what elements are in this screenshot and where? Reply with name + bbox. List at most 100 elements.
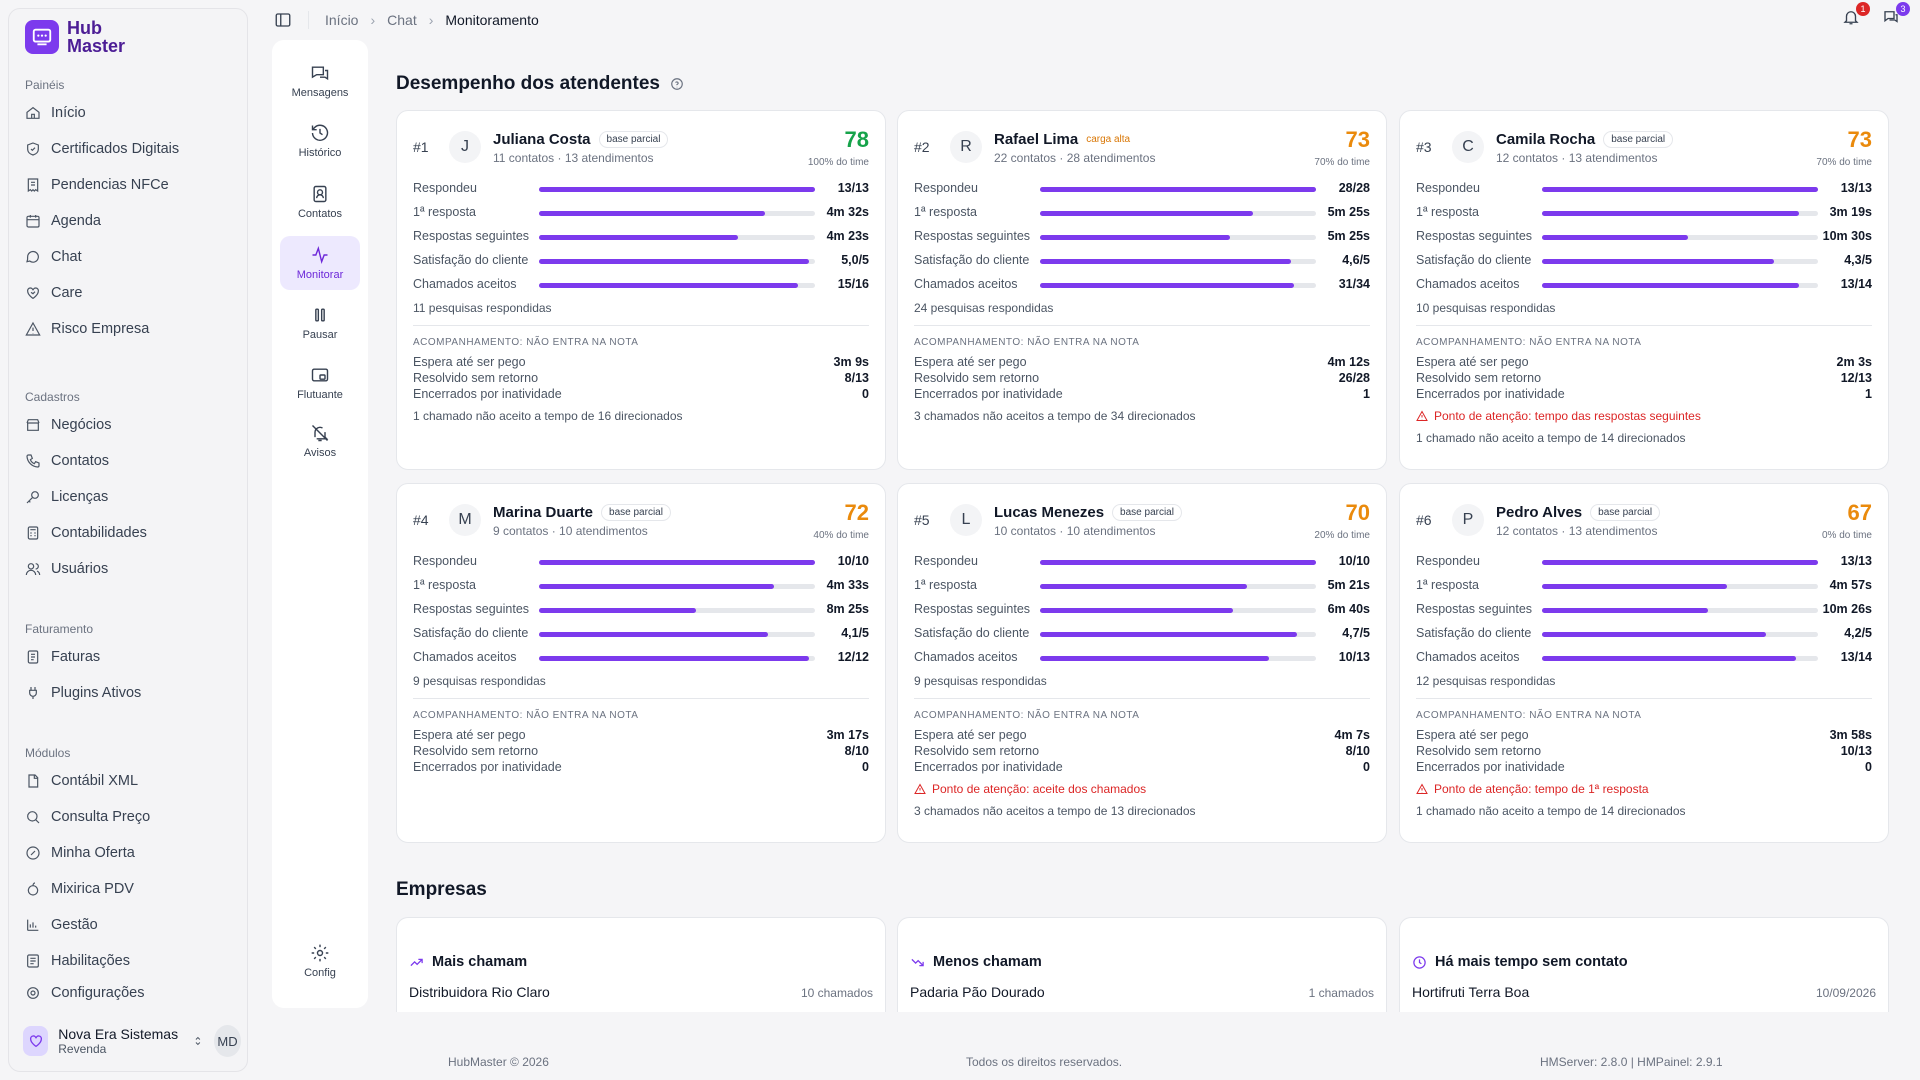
agent-rank: #6 — [1416, 512, 1432, 528]
rail-item-historico[interactable]: Histórico — [280, 114, 360, 168]
metric-row: Chamados aceitos 13/14 — [1416, 275, 1872, 295]
rail-item-pausar[interactable]: Pausar — [280, 296, 360, 350]
sidebar-item-pendencias[interactable]: Pendencias NFCe — [9, 167, 249, 203]
tracking-value: 4m 12s — [1327, 355, 1370, 369]
agent-name[interactable]: Marina Duarte — [493, 504, 594, 521]
sidebar-item-inicio[interactable]: Início — [9, 95, 249, 131]
metric-value: 13/13 — [1840, 181, 1872, 195]
agent-name[interactable]: Lucas Menezes — [994, 504, 1105, 521]
company-card-title: Menos chamam — [910, 954, 1042, 970]
sidebar-item-plugins[interactable]: Plugins Ativos — [9, 675, 249, 711]
metric-bar-fill — [539, 211, 766, 216]
messages-icon — [311, 66, 329, 81]
sidebar-item-chat[interactable]: Chat — [9, 239, 249, 275]
rail-item-contatos[interactable]: Contatos — [280, 175, 360, 229]
metric-bar-fill — [1040, 187, 1316, 192]
divider — [914, 698, 1370, 699]
agent-name[interactable]: Camila Rocha — [1496, 131, 1596, 148]
sidebar-item-gestao[interactable]: Gestão — [9, 907, 249, 943]
metric-label: Respondeu — [1416, 554, 1480, 568]
sidebar-item-habilitacoes[interactable]: Habilitações — [9, 943, 249, 979]
agent-avatar: C — [1452, 131, 1484, 163]
metric-bar-track — [539, 560, 815, 565]
tracking-row: Resolvido sem retorno 8/10 — [914, 744, 1370, 760]
sidebar-item-risco[interactable]: Risco Empresa — [9, 311, 249, 347]
logo[interactable]: Hub Master — [25, 19, 125, 55]
sidebar-item-consulta-preco[interactable]: Consulta Preço — [9, 799, 249, 835]
rail-item-flutuante[interactable]: Flutuante — [280, 356, 360, 410]
sidebar-item-negocios[interactable]: Negócios — [9, 407, 249, 443]
sidebar-item-faturas[interactable]: Faturas — [9, 639, 249, 675]
metric-row: 1ª resposta 5m 25s — [914, 203, 1370, 223]
agent-card[interactable]: #4 M Marina Duarte base parcial 9 contatos ·… — [396, 483, 886, 843]
receipt-icon — [27, 178, 39, 193]
users-icon — [25, 563, 41, 576]
agent-card[interactable]: #2 R Rafael Lima carga alta 22 contatos · 28… — [897, 110, 1387, 470]
agent-name[interactable]: Juliana Costa — [493, 131, 591, 148]
warning-icon — [1416, 410, 1428, 421]
bell-off-icon — [311, 424, 329, 442]
user-avatar[interactable]: MD — [214, 1025, 242, 1057]
breadcrumb-chat[interactable]: Chat — [387, 12, 417, 28]
messages-button[interactable]: 3 — [1882, 2, 1910, 30]
sidebar-item-agenda[interactable]: Agenda — [9, 203, 249, 239]
metric-label: Chamados aceitos — [413, 650, 517, 664]
metric-bar-fill — [1542, 187, 1818, 192]
breadcrumb-inicio[interactable]: Início — [325, 12, 359, 28]
notifications-button[interactable]: 1 — [1842, 2, 1870, 30]
metric-bar-fill — [1542, 235, 1689, 240]
metric-row: 1ª resposta 3m 19s — [1416, 203, 1872, 223]
home-icon — [26, 106, 40, 119]
agent-score: 72 — [844, 500, 869, 525]
tracking-label: Resolvido sem retorno — [413, 744, 539, 758]
message-count-badge: 3 — [1896, 2, 1910, 16]
rail-item-config[interactable]: Config — [280, 934, 360, 988]
agent-card[interactable]: #6 P Pedro Alves base parcial 12 contatos · … — [1399, 483, 1889, 843]
rail-item-mensagens[interactable]: Mensagens — [280, 54, 360, 108]
divider — [308, 11, 309, 29]
sidebar-item-licencas[interactable]: Licenças — [9, 479, 249, 515]
footer-rights: Todos os direitos reservados. — [966, 1055, 1123, 1069]
rail-item-avisos[interactable]: Avisos — [280, 414, 360, 468]
help-icon[interactable] — [670, 77, 684, 91]
agent-card[interactable]: #5 L Lucas Menezes base parcial 10 contatos … — [897, 483, 1387, 843]
surveys-count: 12 pesquisas respondidas — [1416, 674, 1556, 688]
user-switcher[interactable]: Nova Era Sistemas Revenda MD — [17, 1019, 242, 1063]
sidebar-toggle-icon[interactable] — [274, 11, 292, 29]
chevron-up-down-icon[interactable] — [192, 1034, 204, 1048]
tracking-label: Encerrados por inatividade — [914, 387, 1063, 401]
sidebar-item-mixirica[interactable]: Mixirica PDV — [9, 871, 249, 907]
sidebar-item-contatos[interactable]: Contatos — [9, 443, 249, 479]
metric-row: Satisfação do cliente 4,3/5 — [1416, 251, 1872, 271]
agent-card[interactable]: #1 J Juliana Costa base parcial 11 contatos … — [396, 110, 886, 470]
calculator-icon — [27, 526, 39, 540]
divider — [1416, 325, 1872, 326]
top-icons: 1 3 — [1842, 2, 1910, 30]
company-name[interactable]: Distribuidora Rio Claro — [409, 984, 550, 1000]
tracking-value: 8/10 — [844, 744, 869, 758]
tracking-title: ACOMPANHAMENTO: NÃO ENTRA NA NOTA — [914, 710, 1140, 721]
metric-value: 13/14 — [1840, 650, 1872, 664]
tracking-value: 0 — [1363, 760, 1370, 774]
sidebar-item-certificados[interactable]: Certificados Digitais — [9, 131, 249, 167]
metric-bar-fill — [539, 632, 769, 637]
company-name[interactable]: Padaria Pão Dourado — [910, 984, 1045, 1000]
company-name[interactable]: Hortifruti Terra Boa — [1412, 984, 1530, 1000]
agent-name[interactable]: Rafael Lima — [994, 131, 1079, 148]
agent-card[interactable]: #3 C Camila Rocha base parcial 12 contatos ·… — [1399, 110, 1889, 470]
rail-item-monitorar[interactable]: Monitorar — [280, 236, 360, 290]
sidebar-item-minha-oferta[interactable]: Minha Oferta — [9, 835, 249, 871]
agent-name[interactable]: Pedro Alves — [1496, 504, 1583, 521]
tracking-value: 4m 7s — [1334, 728, 1370, 742]
tracking-label: Encerrados por inatividade — [914, 760, 1063, 774]
sidebar-item-care[interactable]: Care — [9, 275, 249, 311]
metric-bar-fill — [1542, 211, 1799, 216]
metric-bar-fill — [539, 187, 815, 192]
sidebar-item-contabilidades[interactable]: Contabilidades — [9, 515, 249, 551]
sidebar-item-usuarios[interactable]: Usuários — [9, 551, 249, 587]
sidebar-item-configuracoes[interactable]: Configurações — [9, 979, 249, 1001]
sidebar-item-contabil-xml[interactable]: Contábil XML — [9, 763, 249, 799]
tracking-row: Encerrados por inatividade 0 — [914, 760, 1370, 776]
metric-value: 12/12 — [837, 650, 869, 664]
chat-nav-rail: Mensagens Histórico Contatos Monitorar P… — [272, 40, 368, 1008]
